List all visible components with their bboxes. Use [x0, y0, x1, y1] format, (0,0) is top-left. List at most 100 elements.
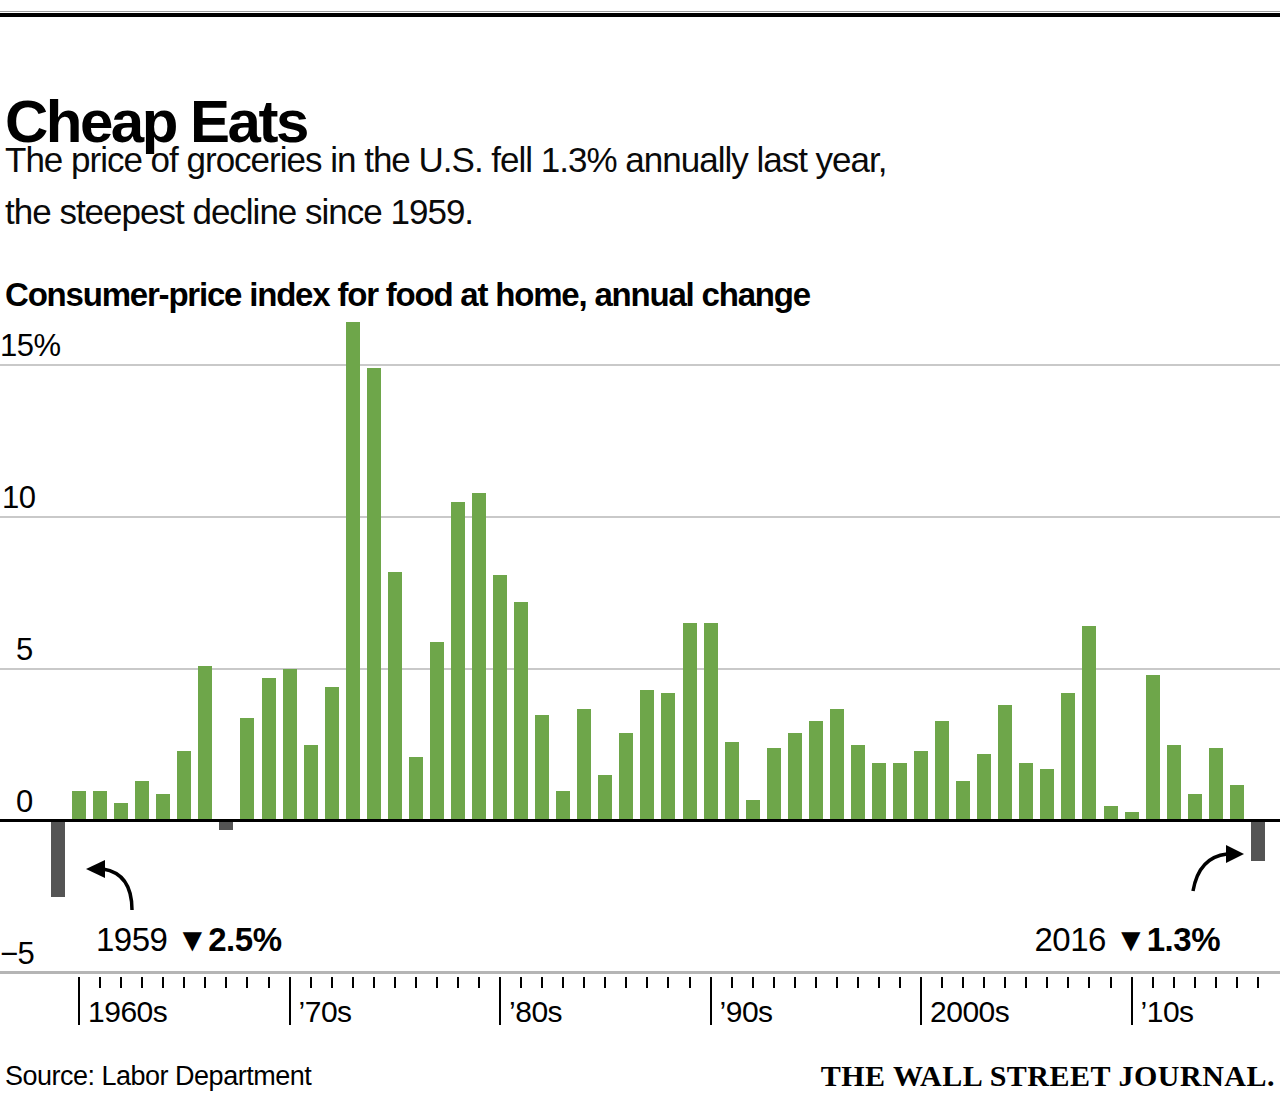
- minor-tick-1972: [331, 977, 333, 988]
- minor-tick-1998: [878, 977, 880, 988]
- minor-tick-1973: [352, 977, 354, 988]
- major-tick-2010: [1131, 977, 1133, 1025]
- minor-tick-1966: [204, 977, 206, 988]
- bar-2013: [1188, 794, 1202, 821]
- minor-tick-2001: [941, 977, 943, 988]
- minor-tick-1978: [457, 977, 459, 988]
- minor-tick-1962: [120, 977, 122, 988]
- minor-tick-1981: [520, 977, 522, 988]
- y-axis-label-0: 0: [16, 784, 33, 820]
- minor-tick-1963: [141, 977, 143, 988]
- bar-1970: [283, 669, 297, 821]
- minor-tick-1975: [394, 977, 396, 988]
- bar-2004: [998, 705, 1012, 821]
- bar-2002: [956, 781, 970, 821]
- bar-2005: [1019, 763, 1033, 821]
- minor-tick-1984: [583, 977, 585, 988]
- y-axis-label--5: −5: [0, 936, 34, 972]
- bar-1983: [556, 791, 570, 821]
- gridline-15: [0, 364, 1280, 366]
- minor-tick-2004: [1004, 977, 1006, 988]
- minor-tick-2007: [1067, 977, 1069, 988]
- minor-tick-2006: [1046, 977, 1048, 988]
- bar-1995: [809, 721, 823, 821]
- minor-tick-1987: [646, 977, 648, 988]
- bar-1997: [851, 745, 865, 821]
- bar-1977: [430, 642, 444, 821]
- bar-1975: [388, 572, 402, 821]
- bar-2001: [935, 721, 949, 821]
- bar-1965: [177, 751, 191, 821]
- y-axis-label-10: 10: [2, 480, 35, 516]
- bar-2011: [1146, 675, 1160, 821]
- minor-tick-2016: [1257, 977, 1259, 988]
- annotation-2016-value: ▼1.3%: [1115, 921, 1220, 958]
- bar-1999: [893, 763, 907, 821]
- bar-2006: [1040, 769, 1054, 821]
- bar-1984: [577, 709, 591, 821]
- minor-tick-1988: [667, 977, 669, 988]
- bar-1986: [619, 733, 633, 821]
- y-axis-label-5: 5: [16, 632, 33, 668]
- bar-1973: [346, 322, 360, 821]
- x-axis-label-1990: ’90s: [720, 995, 773, 1029]
- bar-2015: [1230, 785, 1244, 821]
- annotation-1959: 1959 ▼2.5%: [96, 921, 281, 959]
- bar-1996: [830, 709, 844, 821]
- source-credit: Source: Labor Department: [5, 1061, 311, 1092]
- bar-2008: [1082, 626, 1096, 821]
- bar-2003: [977, 754, 991, 821]
- bar-1985: [598, 775, 612, 821]
- y-axis-label-15: 15%: [0, 328, 61, 364]
- bar-1966: [198, 666, 212, 821]
- bar-1989: [683, 623, 697, 821]
- bar-2012: [1167, 745, 1181, 821]
- bar-1980: [493, 575, 507, 821]
- minor-tick-1992: [752, 977, 754, 988]
- major-tick-1960: [78, 977, 80, 1025]
- bar-2014: [1209, 748, 1223, 821]
- bar-1959: [51, 821, 65, 897]
- minor-tick-1982: [541, 977, 543, 988]
- major-tick-2000: [920, 977, 922, 1025]
- bar-2007: [1061, 693, 1075, 821]
- minor-tick-1983: [562, 977, 564, 988]
- x-axis-label-2010: ’10s: [1141, 995, 1194, 1029]
- minor-tick-1977: [436, 977, 438, 988]
- bar-1992: [746, 800, 760, 821]
- x-axis-label-1970: ’70s: [299, 995, 352, 1029]
- minor-tick-1968: [246, 977, 248, 988]
- bar-1988: [661, 693, 675, 821]
- bar-1974: [367, 368, 381, 821]
- bar-1963: [135, 781, 149, 821]
- minor-tick-2009: [1110, 977, 1112, 988]
- annotation-1959-value: ▼2.5%: [176, 921, 281, 958]
- bar-1994: [788, 733, 802, 821]
- bar-1971: [304, 745, 318, 821]
- minor-tick-1999: [899, 977, 901, 988]
- major-tick-1990: [710, 977, 712, 1025]
- major-tick-1980: [499, 977, 501, 1025]
- bar-1972: [325, 687, 339, 821]
- minor-tick-2005: [1025, 977, 1027, 988]
- minor-tick-2013: [1194, 977, 1196, 988]
- bar-1987: [640, 690, 654, 821]
- bar-1998: [872, 763, 886, 821]
- minor-tick-1965: [183, 977, 185, 988]
- bar-1960: [72, 791, 86, 821]
- bar-2016: [1251, 821, 1265, 861]
- wsj-chart-graphic: Cheap Eats The price of groceries in the…: [0, 0, 1280, 1103]
- bar-1967: [219, 821, 233, 830]
- bar-2000: [914, 751, 928, 821]
- x-axis-label-1980: ’80s: [509, 995, 562, 1029]
- bar-1990: [704, 623, 718, 821]
- bar-1979: [472, 493, 486, 821]
- x-axis-ruler: [0, 971, 1280, 974]
- minor-tick-1995: [815, 977, 817, 988]
- minor-tick-2011: [1152, 977, 1154, 988]
- minor-tick-2014: [1215, 977, 1217, 988]
- wsj-logotype: THE WALL STREET JOURNAL.: [821, 1059, 1275, 1093]
- bar-1969: [262, 678, 276, 821]
- bar-1978: [451, 502, 465, 821]
- bar-1964: [156, 794, 170, 821]
